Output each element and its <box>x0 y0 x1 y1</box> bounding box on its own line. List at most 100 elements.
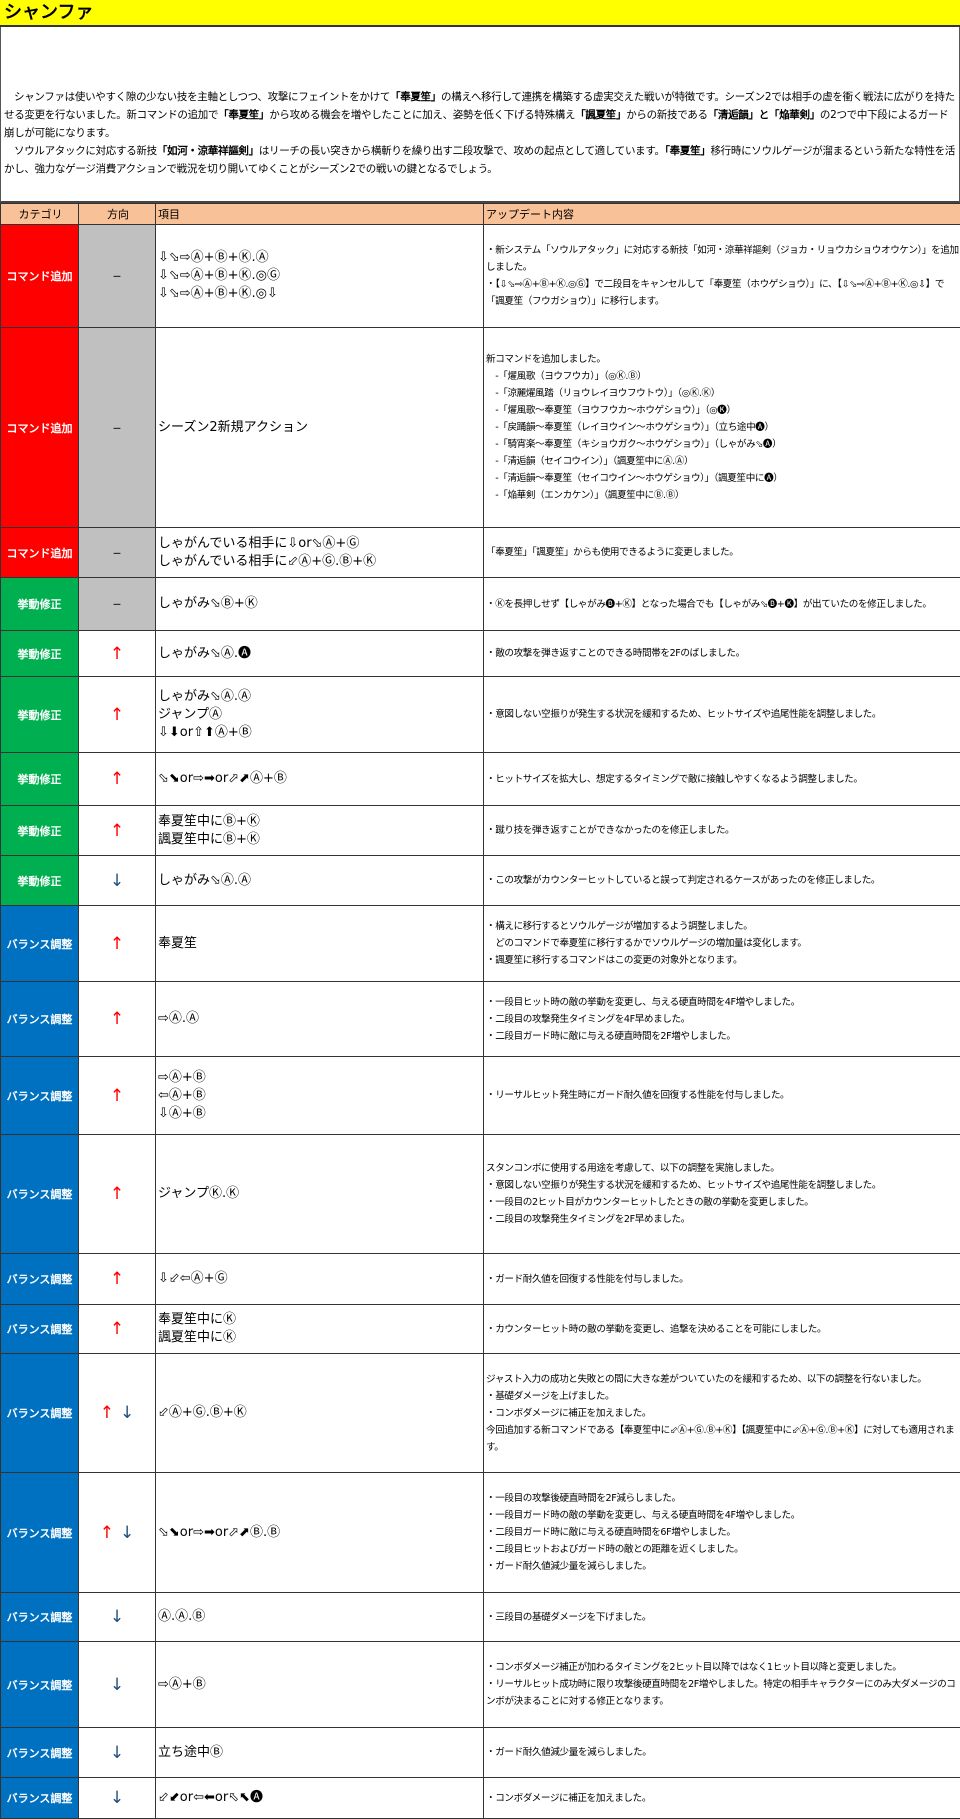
dash-icon: – <box>113 266 122 286</box>
content-line: ・敵の攻撃を弾き返すことのできる時間帯を2Fのばしました。 <box>486 645 960 662</box>
intro-segment: ソウルアタックに対応する新技 <box>14 145 157 157</box>
arrow-up-icon: ↑ <box>100 1403 114 1423</box>
direction-cell: – <box>79 578 156 631</box>
content-line: ・新システム「ソウルアタック」に対応する新技「如河・涼華祥謳剣（ジョカ・リョウカ… <box>486 242 960 276</box>
page-title: シャンファ <box>0 0 960 27</box>
content-line: ・コンボダメージに補正を加えました。 <box>486 1405 960 1422</box>
category-cell: バランス調整 <box>1 1135 79 1254</box>
item-cell: 立ち途中Ⓑ <box>156 1728 484 1778</box>
item-line: しゃがみ⬂Ⓐ.Ⓐ <box>158 688 483 706</box>
intro-text: シャンファは使いやすく隙の少ない技を主軸としつつ、攻撃にフェイントをかけて「奉夏… <box>0 27 960 203</box>
category-cell: 挙動修正 <box>1 578 79 631</box>
item-line: ⇨Ⓐ+Ⓑ <box>158 1676 483 1694</box>
direction-cell: ↑ <box>79 677 156 753</box>
arrow-down-icon: ↓ <box>120 1523 134 1543</box>
category-cell: 挙動修正 <box>1 677 79 753</box>
direction-cell: ↓ <box>79 1778 156 1819</box>
direction-cell: – <box>79 328 156 528</box>
content-line: ・二段目の攻撃発生タイミングを4F早めました。 <box>486 1011 960 1028</box>
table-row: バランス調整↓Ⓐ.Ⓐ.Ⓑ・三段目の基礎ダメージを下げました。 <box>1 1593 960 1642</box>
arrow-up-icon: ↑ <box>110 1269 124 1289</box>
item-line: しゃがみ⬂Ⓐ.Ⓐ <box>158 872 483 890</box>
content-cell: ・Ⓚを長押しせず【しゃがみ🅑+Ⓚ】となった場合でも【しゃがみ⬂🅑+🅚】が出ていた… <box>484 578 960 631</box>
content-line: ・ヒットサイズを拡大し、想定するタイミングで敵に接触しやすくなるよう調整しました… <box>486 771 960 788</box>
item-cell: シーズン2新規アクション <box>156 328 484 528</box>
direction-cell: ↑ <box>79 906 156 982</box>
content-line: ・一段目の2ヒット目がカウンターヒットしたときの敵の挙動を変更しました。 <box>486 1194 960 1211</box>
content-line: ・この攻撃がカウンターヒットしていると誤って判定されるケースがあったのを修正しま… <box>486 872 960 889</box>
intro-emphasis: 「奉夏笙」 <box>390 91 441 103</box>
direction-cell: ↑↓ <box>79 1354 156 1473</box>
content-line: ・カウンターヒット時の敵の挙動を変更し、追撃を決めることを可能にしました。 <box>486 1321 960 1338</box>
direction-cell: ↑ <box>79 806 156 856</box>
item-line: ⇨Ⓐ+Ⓑ <box>158 1069 483 1087</box>
arrow-down-icon: ↓ <box>110 1788 124 1808</box>
content-line: どのコマンドで奉夏笙に移行するかでソウルゲージの増加量は変化します。 <box>486 935 960 952</box>
content-cell: 新コマンドを追加しました。 -「燿風歌（ヨウフウカ）」（◎Ⓚ.Ⓑ） -「涼麗燿風… <box>484 328 960 528</box>
direction-cell: ↑ <box>79 1135 156 1254</box>
category-cell: バランス調整 <box>1 1778 79 1819</box>
content-line: ・【⇩⬂⇨Ⓐ+Ⓑ+Ⓚ.◎Ⓖ】で二段目をキャンセルして「奉夏笙（ホウゲショウ）」に… <box>486 276 960 310</box>
intro-emphasis: 「清逅韻」と「焔華剣」 <box>708 109 820 121</box>
direction-cell: ↑ <box>79 982 156 1057</box>
arrow-up-icon: ↑ <box>110 934 124 954</box>
item-line: ⬃Ⓐ+Ⓖ.Ⓑ+Ⓚ <box>158 1404 483 1422</box>
content-cell: ・カウンターヒット時の敵の挙動を変更し、追撃を決めることを可能にしました。 <box>484 1305 960 1354</box>
item-line: ⬂⬊or⇨➡or⬀⬈Ⓑ.Ⓑ <box>158 1524 483 1542</box>
content-line: ジャスト入力の成功と失敗との間に大きな差がついていたのを緩和するため、以下の調整… <box>486 1371 960 1388</box>
content-line: ・リーサルヒット発生時にガード耐久値を回復する性能を付与しました。 <box>486 1087 960 1104</box>
intro-paragraph: ソウルアタックに対応する新技「如河・涼華祥謳剣」はリーチの長い突きから横斬りを繰… <box>4 142 956 178</box>
item-cell: ⇨Ⓐ+Ⓑ⇦Ⓐ+Ⓑ⇩Ⓐ+Ⓑ <box>156 1057 484 1135</box>
content-cell: ・構えに移行するとソウルゲージが増加するよう調整しました。 どのコマンドで奉夏笙… <box>484 906 960 982</box>
item-cell: Ⓐ.Ⓐ.Ⓑ <box>156 1593 484 1642</box>
header-content: アップデート内容 <box>484 204 960 225</box>
category-cell: 挙動修正 <box>1 631 79 677</box>
content-line: 今回追加する新コマンドである【奉夏笙中に⬃Ⓐ+Ⓖ.Ⓑ+Ⓚ】【諷夏笙中に⬃Ⓐ+Ⓖ.… <box>486 1422 960 1456</box>
content-line: -「清逅韻（セイコウイン）」（諷夏笙中にⒶ.Ⓐ） <box>486 453 960 470</box>
content-line: ・二段目ガード時に敵に与える硬直時間を2F増やしました。 <box>486 1028 960 1045</box>
intro-segment: から攻める機会を増やしたことに加え、姿勢を低く下げる特殊構え <box>269 109 575 121</box>
item-line: シーズン2新規アクション <box>158 419 483 437</box>
item-cell: しゃがみ⬂Ⓑ+Ⓚ <box>156 578 484 631</box>
content-cell: ・ガード耐久値減少量を減らしました。 <box>484 1728 960 1778</box>
category-cell: バランス調整 <box>1 1305 79 1354</box>
content-line: ・意図しない空振りが発生する状況を緩和するため、ヒットサイズや追尾性能を調整しま… <box>486 706 960 723</box>
arrow-down-icon: ↓ <box>120 1403 134 1423</box>
category-cell: コマンド追加 <box>1 225 79 328</box>
intro-emphasis: 「奉夏笙」 <box>218 109 269 121</box>
table-row: バランス調整↑⇨Ⓐ.Ⓐ・一段目ヒット時の敵の挙動を変更し、与える硬直時間を4F増… <box>1 982 960 1057</box>
category-cell: コマンド追加 <box>1 528 79 578</box>
item-line: ⇩⬂⇨Ⓐ+Ⓑ+Ⓚ.Ⓐ <box>158 249 483 267</box>
content-cell: 「奉夏笙」「諷夏笙」からも使用できるように変更しました。 <box>484 528 960 578</box>
intro-segment: シャンファは使いやすく隙の少ない技を主軸としつつ、攻撃にフェイントをかけて <box>14 91 390 103</box>
content-cell: ・意図しない空振りが発生する状況を緩和するため、ヒットサイズや追尾性能を調整しま… <box>484 677 960 753</box>
intro-emphasis: 「奉夏笙」 <box>665 145 711 157</box>
arrow-up-icon: ↑ <box>110 1086 124 1106</box>
direction-cell: ↓ <box>79 1593 156 1642</box>
table-row: 挙動修正↓しゃがみ⬂Ⓐ.Ⓐ・この攻撃がカウンターヒットしていると誤って判定される… <box>1 856 960 906</box>
dash-icon: – <box>113 418 122 438</box>
direction-cell: ↑ <box>79 631 156 677</box>
intro-segment: からの新技である <box>626 109 708 121</box>
direction-cell: ↓ <box>79 1728 156 1778</box>
intro-segment: はリーチの長い突きから横斬りを繰り出す二段攻撃で、攻めの起点として適しています。 <box>259 145 665 157</box>
item-line: 奉夏笙中にⒷ+Ⓚ <box>158 813 483 831</box>
content-line: ・二段目の攻撃発生タイミングを2F早めました。 <box>486 1211 960 1228</box>
content-cell: ・一段目の攻撃後硬直時間を2F減らしました。・一段目ガード時の敵の挙動を変更し、… <box>484 1473 960 1593</box>
table-row: バランス調整↑奉夏笙・構えに移行するとソウルゲージが増加するよう調整しました。 … <box>1 906 960 982</box>
content-cell: ジャスト入力の成功と失敗との間に大きな差がついていたのを緩和するため、以下の調整… <box>484 1354 960 1473</box>
item-line: ⬂⬊or⇨➡or⬀⬈Ⓐ+Ⓑ <box>158 770 483 788</box>
table-row: コマンド追加–シーズン2新規アクション新コマンドを追加しました。 -「燿風歌（ヨ… <box>1 328 960 528</box>
content-cell: ・蹴り技を弾き返すことができなかったのを修正しました。 <box>484 806 960 856</box>
dash-icon: – <box>113 543 122 563</box>
table-row: バランス調整↑↓⬂⬊or⇨➡or⬀⬈Ⓑ.Ⓑ・一段目の攻撃後硬直時間を2F減らしま… <box>1 1473 960 1593</box>
category-cell: 挙動修正 <box>1 753 79 806</box>
category-cell: バランス調整 <box>1 1254 79 1305</box>
item-line: Ⓐ.Ⓐ.Ⓑ <box>158 1608 483 1626</box>
content-line: ・一段目ガード時の敵の挙動を変更し、与える硬直時間を4F増やしました。 <box>486 1507 960 1524</box>
content-cell: ・ガード耐久値を回復する性能を付与しました。 <box>484 1254 960 1305</box>
